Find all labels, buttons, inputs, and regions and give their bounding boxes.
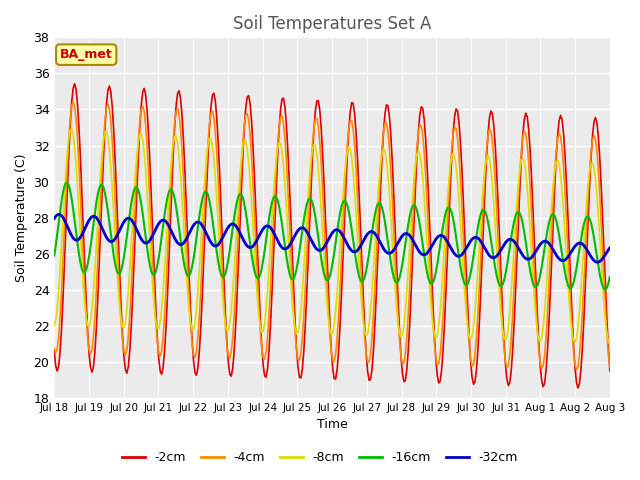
X-axis label: Time: Time <box>317 419 348 432</box>
Text: BA_met: BA_met <box>60 48 113 61</box>
Title: Soil Temperatures Set A: Soil Temperatures Set A <box>233 15 431 33</box>
Y-axis label: Soil Temperature (C): Soil Temperature (C) <box>15 154 28 282</box>
Legend: -2cm, -4cm, -8cm, -16cm, -32cm: -2cm, -4cm, -8cm, -16cm, -32cm <box>117 446 523 469</box>
